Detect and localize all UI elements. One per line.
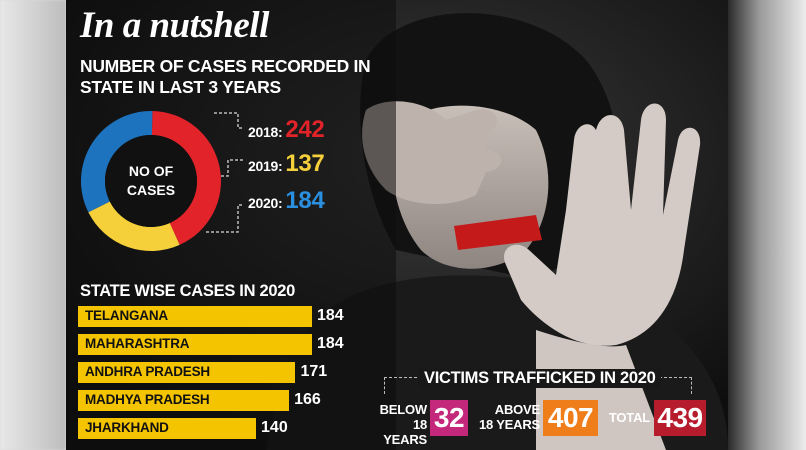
legend-2020-year: 2020: xyxy=(248,195,283,211)
donut-hole xyxy=(105,135,197,227)
bar-value: 171 xyxy=(300,363,328,380)
bar-value: 166 xyxy=(294,391,321,408)
background-photo xyxy=(66,0,728,450)
total-label: TOTAL xyxy=(608,410,650,425)
cases-donut-chart: NO OF CASES xyxy=(81,110,222,251)
bar-label: MADHYA PRADESH xyxy=(85,392,210,407)
donut-leader-lines xyxy=(206,112,244,233)
legend-2019-year: 2019: xyxy=(248,158,283,174)
donut-slice-2020 xyxy=(81,110,153,213)
page-title: In a nutshell xyxy=(80,5,269,46)
background-right-blur xyxy=(728,0,806,450)
victims-title: VICTIMS TRAFFICKED IN 2020 xyxy=(418,369,662,388)
legend-2019-value: 137 xyxy=(285,150,325,177)
bar-andhra-pradesh: ANDHRA PRADESH xyxy=(78,362,296,383)
bar-value: 184 xyxy=(317,335,344,352)
bar-value: 184 xyxy=(317,307,344,324)
bar-jharkhand: JHARKHAND xyxy=(78,418,257,439)
below-18-value: 32 xyxy=(430,400,468,436)
legend-2018-value: 242 xyxy=(285,116,325,143)
legend-2019: 2019: 137 xyxy=(248,150,325,178)
above-18-value: 407 xyxy=(543,400,598,436)
donut-center-label-line-2: CASES xyxy=(127,182,175,198)
total-value: 439 xyxy=(654,400,706,436)
bar-label: JHARKHAND xyxy=(85,420,169,435)
bar-value: 140 xyxy=(261,419,288,436)
state-bar-chart-title: STATE WISE CASES IN 2020 xyxy=(80,282,295,300)
bar-madhya-pradesh: MADHYA PRADESH xyxy=(78,390,290,411)
bar-telangana: TELANGANA xyxy=(78,306,312,327)
donut-slice-2018 xyxy=(151,111,222,245)
legend-2018-year: 2018: xyxy=(248,124,283,140)
donut-center-label-line-1: NO OF xyxy=(129,163,174,179)
below-18-label: BELOW 18 YEARS xyxy=(379,402,428,447)
donut-chart-title: NUMBER OF CASES RECORDED IN STATE IN LAS… xyxy=(80,56,371,97)
bar-label: ANDHRA PRADESH xyxy=(85,364,210,379)
legend-2020: 2020: 184 xyxy=(248,187,325,215)
background-left-blur xyxy=(0,0,66,450)
bar-label: MAHARASHTRA xyxy=(85,336,190,351)
legend-2020-value: 184 xyxy=(285,187,325,214)
donut-slice-2019 xyxy=(88,201,180,251)
above-18-label: ABOVE 18 YEARS xyxy=(478,402,540,432)
legend-2018: 2018: 242 xyxy=(248,116,325,144)
bar-maharashtra: MAHARASHTRA xyxy=(78,334,312,355)
infographic-card: In a nutshell NUMBER OF CASES RECORDED I… xyxy=(66,0,728,450)
bar-label: TELANGANA xyxy=(85,308,168,323)
